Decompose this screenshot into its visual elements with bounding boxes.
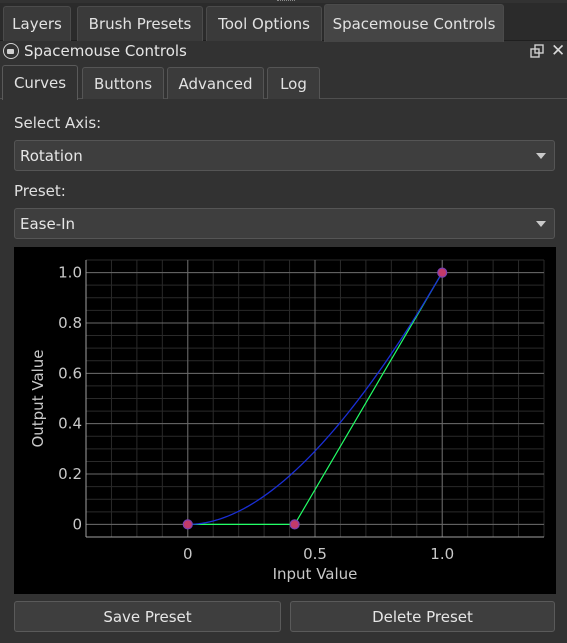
tab-buttons[interactable]: Buttons — [82, 67, 164, 99]
close-icon[interactable]: ✕ — [551, 41, 566, 61]
x-tick-label: 0 — [183, 545, 193, 563]
control-point-handle[interactable] — [182, 519, 193, 530]
tab-curves[interactable]: Curves — [2, 65, 78, 100]
y-tick-label: 0 — [72, 515, 82, 533]
x-tick-label: 1.0 — [430, 545, 454, 563]
y-tick-label: 0.8 — [58, 314, 82, 332]
y-axis-title: Output Value — [29, 349, 47, 447]
select-axis-dropdown[interactable]: Rotation — [14, 140, 555, 171]
select-axis-label: Select Axis: — [14, 114, 102, 132]
preset-dropdown[interactable]: Ease-In — [14, 208, 555, 239]
x-axis-title: Input Value — [273, 565, 358, 583]
preset-value: Ease-In — [20, 214, 76, 233]
y-tick-label: 0.2 — [58, 465, 82, 483]
dock-drag-grip[interactable] — [277, 0, 295, 3]
easing-curve-line — [187, 272, 443, 526]
panel-title: Spacemouse Controls — [24, 42, 187, 60]
panel-title-bar: Spacemouse Controls ✕ — [0, 41, 567, 63]
x-tick-label: 0.5 — [303, 545, 327, 563]
y-tick-label: 1.0 — [58, 264, 82, 282]
tab-tool-options[interactable]: Tool Options — [206, 6, 322, 41]
chevron-down-icon — [536, 221, 546, 227]
tab-brush-presets[interactable]: Brush Presets — [77, 6, 203, 41]
select-axis-value: Rotation — [20, 146, 83, 165]
curve-chart[interactable]: 0 0.5 1.0 1.0 0.8 0.6 0.4 0.2 0 Input Value Output… — [14, 247, 556, 594]
chevron-down-icon — [536, 153, 546, 159]
sub-tab-bar: Curves Buttons Advanced Log — [0, 64, 567, 100]
float-window-icon[interactable] — [530, 44, 545, 59]
tab-layers[interactable]: Layers — [3, 6, 71, 41]
tab-spacemouse-controls[interactable]: Spacemouse Controls — [324, 4, 504, 42]
y-tick-label: 0.4 — [58, 415, 82, 433]
control-point-handle[interactable] — [437, 267, 448, 278]
tab-advanced[interactable]: Advanced — [167, 67, 264, 99]
preset-label: Preset: — [14, 182, 66, 200]
save-preset-button[interactable]: Save Preset — [14, 601, 281, 632]
dock-tab-bar: Layers Brush Presets Tool Options Spacem… — [0, 3, 567, 42]
y-tick-label: 0.6 — [58, 364, 82, 382]
lock-icon[interactable] — [3, 43, 19, 59]
tab-log[interactable]: Log — [267, 67, 320, 99]
delete-preset-button[interactable]: Delete Preset — [290, 601, 555, 632]
curve-editor-graph[interactable]: 0 0.5 1.0 1.0 0.8 0.6 0.4 0.2 0 Input Value Output… — [14, 247, 556, 594]
control-point-handle[interactable] — [289, 519, 300, 530]
